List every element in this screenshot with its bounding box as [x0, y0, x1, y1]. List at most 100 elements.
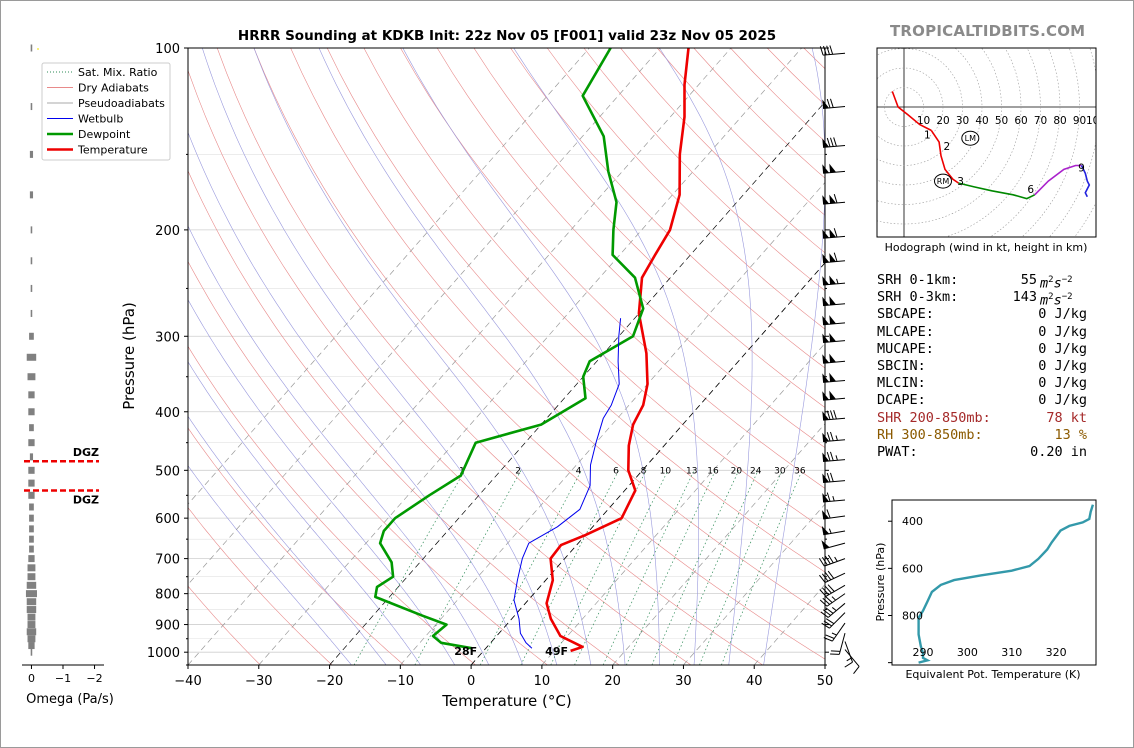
- hodograph-ring-label: 50: [995, 115, 1008, 127]
- wind-barb: [822, 332, 846, 344]
- pseudoadiabat: [402, 48, 660, 665]
- hodograph-height-label: 2: [944, 141, 951, 153]
- parameter-row: MLCIN: 0 J/kg: [877, 375, 1107, 392]
- wind-barb: [822, 275, 846, 286]
- mixing-ratio-label: 10: [660, 467, 672, 477]
- pseudoadiabat: [188, 131, 524, 665]
- dry-adiabat: [188, 69, 692, 665]
- parameter-value: 0 J/kg: [1038, 357, 1087, 374]
- parameter-row: PWAT: 0.20 in: [877, 444, 1107, 461]
- barb-flag: [822, 253, 830, 263]
- theta-e-y-tick-label: 800: [902, 610, 923, 623]
- barb-flag: [822, 493, 830, 502]
- barb-feather: [826, 98, 831, 109]
- hodograph-ring: [989, 48, 1061, 237]
- watermark: TROPICALTIDBITS.COM: [890, 22, 1086, 40]
- omega-bar: [30, 648, 33, 656]
- mixing-ratio-label: 8: [641, 467, 647, 477]
- x-tick-label: 40: [746, 674, 763, 689]
- y-tick-label: 600: [155, 512, 180, 527]
- hodograph-ring-label: 30: [956, 115, 969, 127]
- omega-bar: [29, 453, 34, 461]
- y-tick-label: 400: [155, 406, 180, 421]
- barb-shaft: [823, 52, 846, 56]
- omega-bar: [28, 408, 35, 416]
- parameter-row: RH 300-850mb: 13 %: [877, 427, 1107, 444]
- parameter-row: SBCAPE: 0 J/kg: [877, 306, 1107, 323]
- barb-shaft: [825, 584, 846, 597]
- parameter-value: 0 J/kg: [1038, 392, 1087, 409]
- wind-barb: [830, 633, 846, 655]
- wind-barb: [818, 554, 846, 567]
- wind-barb: [822, 410, 846, 421]
- mixing-ratio-line: [626, 470, 716, 665]
- barb-flag: [829, 390, 837, 400]
- barb-flag: [821, 510, 830, 520]
- parameter-row: SRH 0-3km: m2s−2 143: [877, 289, 1107, 309]
- legend-label: Sat. Mix. Ratio: [78, 66, 158, 79]
- omega-x-axis-label: Omega (Pa/s): [26, 692, 114, 707]
- parameter-label: PWAT:: [877, 443, 918, 460]
- barb-flag: [822, 99, 830, 109]
- sounding-parameters: SRH 0-1km: m2s−2 55 SRH 0-3km: m2s−2 143 SBCAP…: [877, 272, 1107, 461]
- omega-bar: [27, 635, 36, 643]
- pseudoadiabat: [188, 299, 456, 665]
- wind-barb: [822, 163, 846, 174]
- profile-dewpoint: [374, 48, 645, 650]
- parameter-row: SHR 200-850mb: 78 kt: [877, 410, 1107, 427]
- barb-half-feather: [835, 455, 838, 461]
- hodograph-height-label: 9: [1078, 162, 1085, 174]
- barb-feather: [829, 431, 834, 441]
- hodograph-ring-label: 90: [1073, 115, 1086, 127]
- omega-bar: [26, 581, 37, 589]
- isotherm-dashed: [541, 342, 825, 665]
- mixing-ratio-line: [699, 470, 783, 665]
- mixing-ratio-label: 36: [794, 467, 806, 477]
- barb-flag: [822, 296, 830, 306]
- barb-flag: [822, 473, 830, 483]
- parameter-value: 0 J/kg: [1038, 306, 1087, 323]
- dry-adiabat: [188, 260, 548, 665]
- barb-flag: [822, 411, 830, 421]
- parameter-value: 0 J/kg: [1038, 375, 1087, 392]
- skewt-axes-frame: [187, 47, 826, 666]
- barb-half-feather: [832, 495, 835, 502]
- barb-shaft: [823, 145, 846, 148]
- hodograph-panel: 10 20 30 40 50 60 70 80 90 100 1 2 3 6 9 LM RM: [877, 48, 1096, 237]
- x-tick-label: 0: [467, 674, 475, 689]
- barb-flag: [822, 354, 830, 364]
- omega-x-tick-label: −2: [86, 672, 102, 685]
- wind-barb: [822, 137, 846, 148]
- minus20-isotherm: [329, 101, 825, 665]
- mixing-ratio-label: 20: [731, 467, 743, 477]
- hodograph-trace: [1080, 165, 1091, 198]
- omega-bar: [30, 284, 33, 292]
- barb-feather: [833, 137, 837, 147]
- hodograph-plot: 10 20 30 40 50 60 70 80 90 100 1 2 3 6 9 LM RM: [877, 48, 1096, 237]
- mixing-ratio-line: [651, 470, 740, 665]
- barb-feather: [819, 599, 828, 607]
- theta-e-x-tick-label: 310: [1001, 646, 1022, 659]
- omega-bar: [28, 642, 35, 650]
- hodograph-height-label: 1: [924, 129, 931, 141]
- barb-flag: [829, 332, 837, 342]
- barb-flag: [822, 432, 830, 442]
- barb-feather: [821, 556, 828, 566]
- parameter-label: SBCAPE:: [877, 306, 934, 323]
- barb-feather: [827, 554, 834, 564]
- pseudoadiabat: [659, 48, 753, 665]
- x-tick-label: −20: [316, 674, 343, 689]
- barb-flag: [822, 315, 830, 325]
- barb-shaft: [831, 622, 846, 642]
- barb-flag: [829, 315, 837, 325]
- barb-feather: [829, 451, 834, 461]
- legend-label: Dry Adiabats: [78, 82, 149, 95]
- barb-flag: [822, 195, 830, 205]
- hodograph-height-label: 6: [1027, 184, 1034, 196]
- barb-shaft: [823, 170, 846, 174]
- barb-half-feather: [831, 632, 837, 636]
- theta-e-y-axis-label: Pressure (hPa): [874, 543, 887, 622]
- parameter-unit: m2s−2: [1040, 292, 1073, 309]
- barb-flag: [829, 228, 837, 238]
